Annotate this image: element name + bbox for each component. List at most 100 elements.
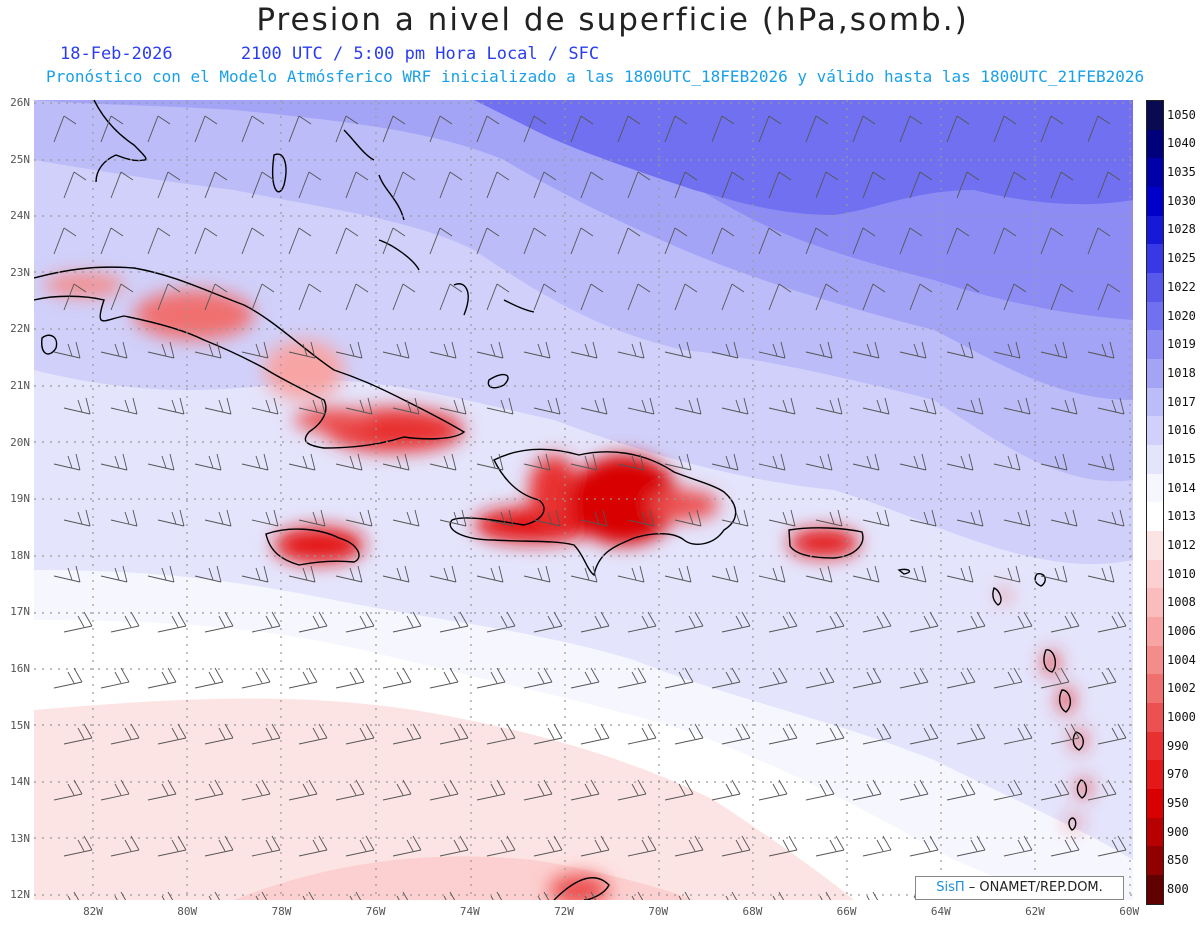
wind-barb xyxy=(711,115,735,143)
wind-barb xyxy=(194,565,222,583)
wind-barb xyxy=(335,779,365,801)
wind-barb xyxy=(815,611,845,633)
wind-barb xyxy=(533,171,557,199)
colorbar-segment xyxy=(1147,158,1163,188)
wind-barb xyxy=(664,667,694,689)
wind-barb xyxy=(674,723,704,745)
wind-barb xyxy=(345,171,369,199)
wind-barb xyxy=(1003,283,1027,311)
wind-barb xyxy=(439,723,469,745)
wind-barb xyxy=(909,611,939,633)
wind-barb xyxy=(1050,509,1078,527)
wind-barb xyxy=(909,835,939,857)
wind-barb xyxy=(110,283,134,311)
wind-barb xyxy=(288,667,318,689)
wind-barb xyxy=(476,227,500,255)
wind-barb xyxy=(758,227,782,255)
wind-barb xyxy=(866,891,879,900)
wind-barb xyxy=(486,171,510,199)
wind-barb xyxy=(523,779,553,801)
wind-barb xyxy=(617,667,647,689)
lat-label: 18N xyxy=(10,548,30,562)
wind-barb xyxy=(63,397,91,415)
wind-barb xyxy=(1087,779,1117,801)
wind-barb xyxy=(580,397,608,415)
wind-barb xyxy=(194,453,222,471)
wind-barb xyxy=(862,171,886,199)
wind-barb xyxy=(1097,171,1121,199)
wind-barb xyxy=(674,611,704,633)
colorbar-label: 1050 xyxy=(1167,107,1196,122)
wind-barb xyxy=(63,509,91,527)
colorbar-segment xyxy=(1147,273,1163,302)
wind-barb xyxy=(956,835,986,857)
wind-barb xyxy=(100,453,128,471)
wind-barb xyxy=(993,565,1021,583)
colorbar-segment xyxy=(1147,617,1163,646)
wind-barb xyxy=(204,509,232,527)
island-low-pressure xyxy=(44,273,1090,900)
wind-barb xyxy=(815,283,839,311)
wind-barb xyxy=(862,611,892,633)
wind-barb xyxy=(909,397,937,415)
wind-barb xyxy=(147,667,177,689)
wind-barb xyxy=(241,227,265,255)
wind-barb xyxy=(157,835,187,857)
wind-barb xyxy=(100,779,130,801)
lat-label: 20N xyxy=(10,435,30,449)
colorbar-label: 1000 xyxy=(1167,710,1196,725)
wind-barb xyxy=(1087,115,1111,143)
wind-barb xyxy=(899,341,927,359)
wind-barb xyxy=(335,667,365,689)
wind-barb xyxy=(486,397,514,415)
lesser-antilles xyxy=(897,568,1088,831)
wind-barb xyxy=(674,171,698,199)
colorbar-label: 1008 xyxy=(1167,595,1196,610)
wind-barb xyxy=(580,509,608,527)
lon-label: 72W xyxy=(554,905,574,918)
field-1020 xyxy=(474,100,1133,215)
forecast-date: 18-Feb-2026 xyxy=(60,44,173,64)
wind-barb xyxy=(852,667,882,689)
wind-barb xyxy=(537,891,550,900)
wind-barb xyxy=(1087,341,1115,359)
wind-barb xyxy=(815,171,839,199)
wind-barb xyxy=(288,779,318,801)
wind-barb xyxy=(1003,171,1027,199)
wind-barb xyxy=(674,283,698,311)
wind-barb xyxy=(758,565,786,583)
wind-barb xyxy=(956,283,980,311)
wind-barb xyxy=(110,835,140,857)
wind-barb xyxy=(476,115,500,143)
colorbar-segment xyxy=(1147,301,1163,331)
bahamas xyxy=(271,129,535,389)
lon-label: 66W xyxy=(836,905,857,918)
wind-barb xyxy=(114,891,127,900)
wind-barb xyxy=(382,779,412,801)
lon-label: 64W xyxy=(930,905,951,918)
lat-label: 15N xyxy=(10,718,30,732)
colorbar-segment xyxy=(1147,846,1163,876)
wind-barb xyxy=(533,611,563,633)
wind-barb xyxy=(63,611,93,633)
wind-barb xyxy=(956,611,986,633)
wind-barb xyxy=(251,509,279,527)
wind-barb xyxy=(993,779,1023,801)
colorbar-label: 990 xyxy=(1167,738,1189,753)
colorbar-label: 1035 xyxy=(1167,165,1196,180)
wind-barb xyxy=(486,611,516,633)
wind-barb xyxy=(392,171,416,199)
wind-barb xyxy=(486,723,516,745)
wind-barb xyxy=(674,835,704,857)
wind-barb xyxy=(533,835,563,857)
wind-barb xyxy=(580,835,610,857)
wind-barb xyxy=(53,667,83,689)
wind-barb xyxy=(580,171,604,199)
wind-barb xyxy=(1040,667,1070,689)
colorbar-label: 800 xyxy=(1167,882,1189,897)
wind-barb xyxy=(288,565,316,583)
wind-barb xyxy=(382,667,412,689)
wind-barb xyxy=(345,283,369,311)
wind-barb xyxy=(429,667,459,689)
wind-barb xyxy=(429,115,453,143)
